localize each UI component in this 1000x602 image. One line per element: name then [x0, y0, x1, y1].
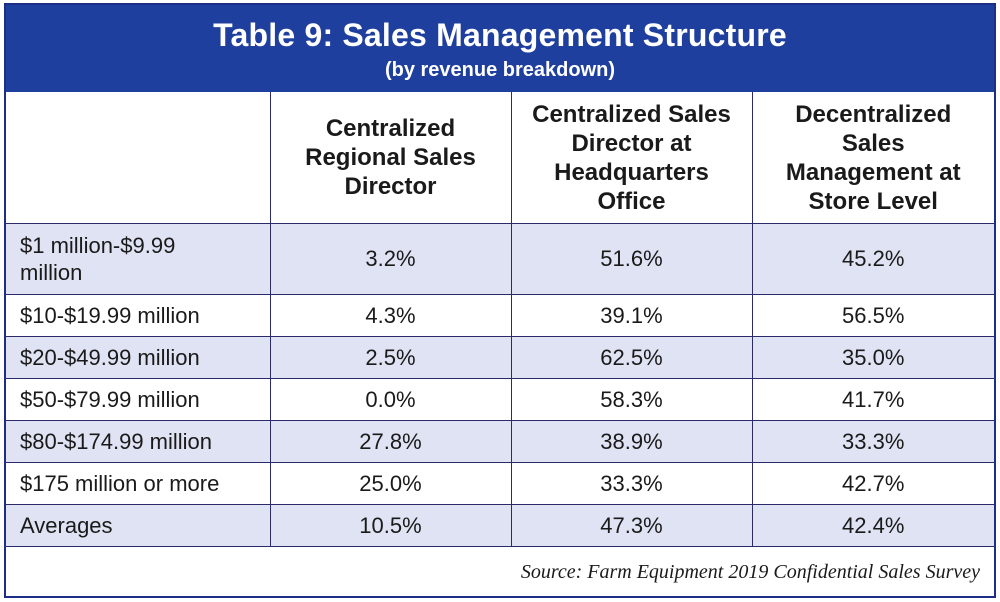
- value-headquarters: 47.3%: [510, 504, 753, 547]
- header-headquarters-director-text: Centralized Sales Director at Headquarte…: [532, 100, 731, 215]
- value-store-level: 35.0%: [751, 336, 994, 379]
- title-band: Table 9: Sales Management Structure (by …: [6, 5, 994, 92]
- value-store-level: 42.7%: [751, 462, 994, 505]
- source-note: Source: Farm Equipment 2019 Confidential…: [520, 561, 980, 583]
- value-regional: 10.5%: [269, 504, 512, 547]
- header-store-level-text: Decentralized Sales Management at Store …: [785, 100, 961, 215]
- value-headquarters: 62.5%: [510, 336, 753, 379]
- sales-structure-table: Centralized Regional Sales Director Cent…: [6, 92, 994, 547]
- value-headquarters: 51.6%: [510, 223, 753, 295]
- table-row: $175 million or more 25.0% 33.3% 42.7%: [6, 462, 994, 505]
- value-store-level: 41.7%: [751, 378, 994, 421]
- table-row: $20-$49.99 million 2.5% 62.5% 35.0%: [6, 336, 994, 379]
- value-headquarters: 58.3%: [510, 378, 753, 421]
- row-label: $10-$19.99 million: [6, 294, 271, 337]
- value-store-level: 33.3%: [751, 420, 994, 463]
- header-headquarters-director: Centralized Sales Director at Headquarte…: [510, 92, 753, 224]
- header-corner: [6, 92, 271, 224]
- value-headquarters: 38.9%: [510, 420, 753, 463]
- header-regional-director-text: Centralized Regional Sales Director: [305, 115, 476, 200]
- row-label: Averages: [6, 504, 271, 547]
- value-headquarters: 33.3%: [510, 462, 753, 505]
- row-label: $50-$79.99 million: [6, 378, 271, 421]
- value-regional: 27.8%: [269, 420, 512, 463]
- row-label: $80-$174.99 million: [6, 420, 271, 463]
- value-headquarters: 39.1%: [510, 294, 753, 337]
- value-regional: 3.2%: [269, 223, 512, 295]
- header-store-level: Decentralized Sales Management at Store …: [751, 92, 994, 224]
- table-title: Table 9: Sales Management Structure: [213, 17, 787, 53]
- row-label-text: $1 million-$9.99 million: [20, 233, 176, 285]
- table-subtitle: (by revenue breakdown): [384, 59, 616, 81]
- table-row: $1 million-$9.99 million 3.2% 51.6% 45.2…: [6, 223, 994, 295]
- table-frame: Table 9: Sales Management Structure (by …: [4, 3, 996, 598]
- table-row: $50-$79.99 million 0.0% 58.3% 41.7%: [6, 378, 994, 421]
- header-regional-director: Centralized Regional Sales Director: [269, 92, 512, 224]
- value-store-level: 56.5%: [751, 294, 994, 337]
- row-label: $20-$49.99 million: [6, 336, 271, 379]
- value-store-level: 42.4%: [751, 504, 994, 547]
- averages-row: Averages 10.5% 47.3% 42.4%: [6, 504, 994, 547]
- value-regional: 0.0%: [269, 378, 512, 421]
- table-row: $10-$19.99 million 4.3% 39.1% 56.5%: [6, 294, 994, 337]
- value-regional: 25.0%: [269, 462, 512, 505]
- row-label: $1 million-$9.99 million: [6, 223, 271, 295]
- value-regional: 4.3%: [269, 294, 512, 337]
- value-store-level: 45.2%: [751, 223, 994, 295]
- value-regional: 2.5%: [269, 336, 512, 379]
- table-row: $80-$174.99 million 27.8% 38.9% 33.3%: [6, 420, 994, 463]
- header-row: Centralized Regional Sales Director Cent…: [6, 92, 994, 224]
- row-label: $175 million or more: [6, 462, 271, 505]
